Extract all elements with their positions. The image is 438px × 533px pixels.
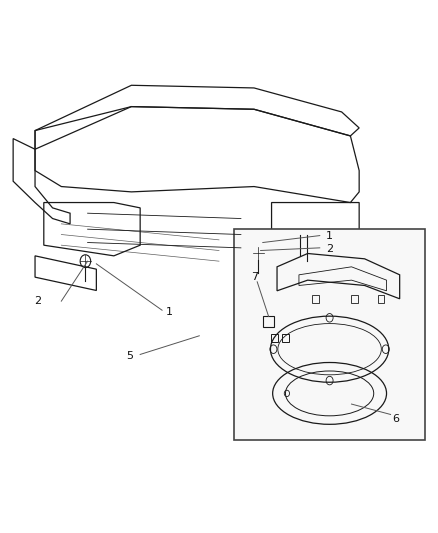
Bar [312,295,318,303]
Bar [263,317,274,327]
Text: 2: 2 [326,244,333,254]
Bar [352,295,358,303]
Text: 6: 6 [392,414,399,424]
Text: 5: 5 [127,351,134,360]
Text: 7: 7 [251,271,258,281]
Text: 1: 1 [166,307,173,317]
Bar [378,295,385,303]
Text: 2: 2 [35,296,42,306]
Bar [234,229,425,440]
Text: 1: 1 [326,231,333,240]
